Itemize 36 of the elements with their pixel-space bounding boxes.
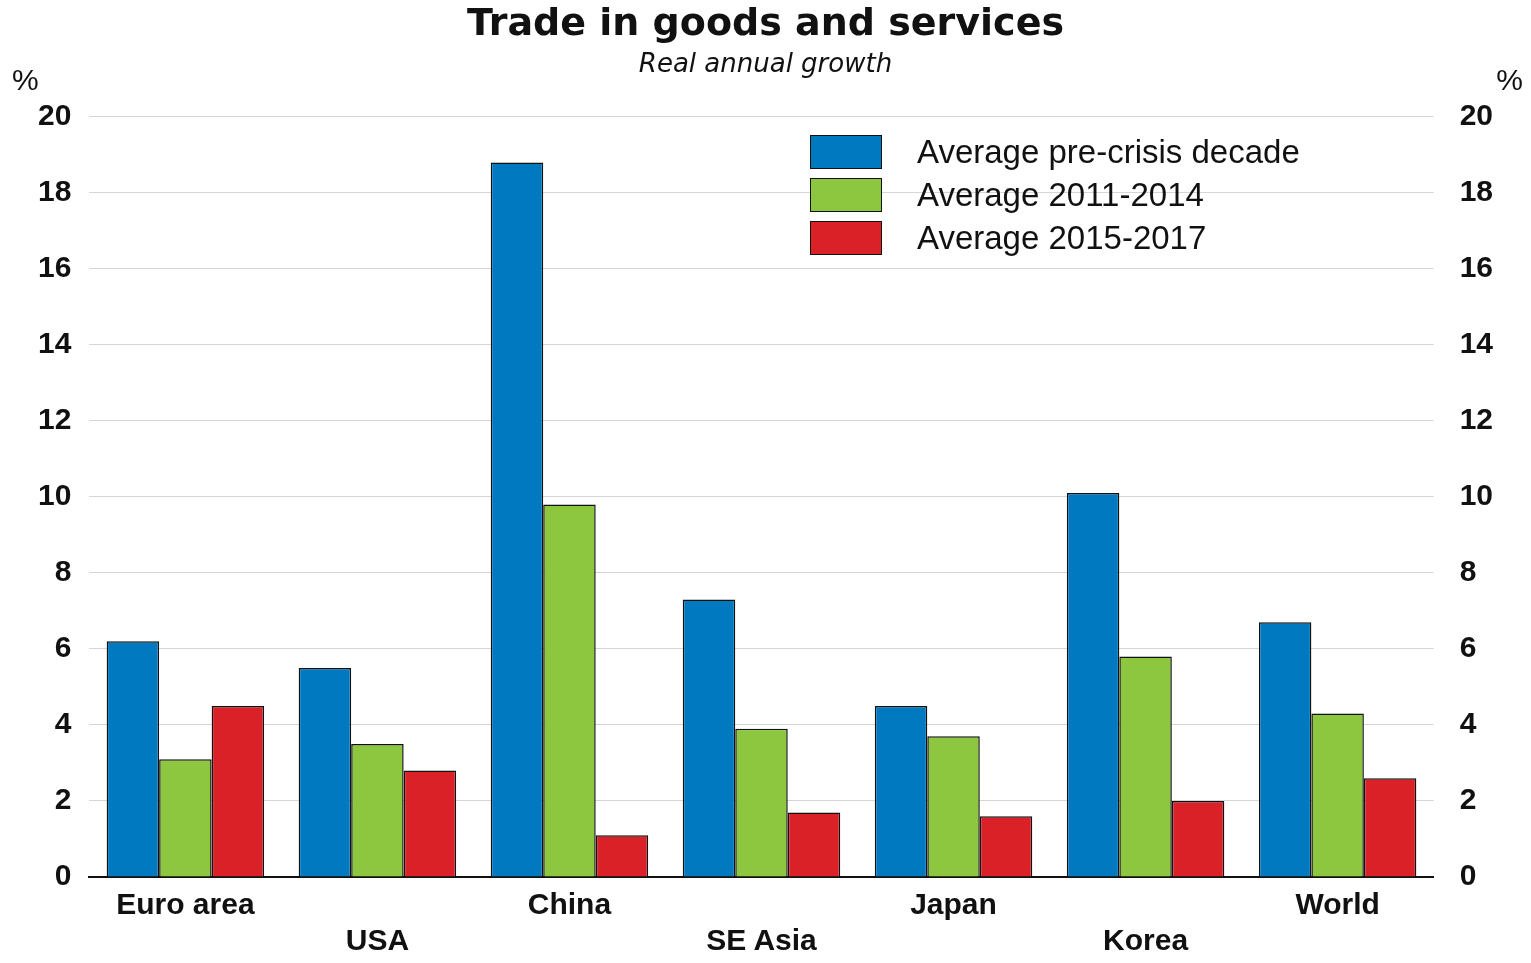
y-tick-label: 12 (37, 402, 72, 436)
y2-tick-label: 20 (1459, 98, 1494, 132)
y-tick-label: 4 (54, 706, 72, 740)
x-tick-label: Japan (910, 887, 997, 921)
y-tick-label: 0 (54, 858, 72, 892)
y2-tick-label: 14 (1459, 326, 1494, 360)
y2-tick-label: 10 (1459, 478, 1494, 512)
y-axis-title: % (12, 63, 39, 97)
y2-tick-label: 16 (1459, 250, 1494, 284)
x-tick-label: World (1295, 887, 1380, 921)
legend-label: Average 2011-2014 (917, 175, 1204, 214)
y2-tick-label: 18 (1459, 174, 1494, 208)
y2-tick-label: 12 (1459, 402, 1494, 436)
y2-tick-label: 8 (1459, 554, 1477, 588)
legend-label: Average 2015-2017 (917, 218, 1207, 257)
y2-axis-title: % (1496, 63, 1523, 97)
y-tick-label: 14 (37, 326, 72, 360)
y-tick-label: 2 (54, 782, 72, 816)
y-tick-label: 8 (54, 554, 72, 588)
y-tick-label: 6 (54, 630, 72, 664)
chart-title: Trade in goods and services (466, 0, 1065, 44)
y2-tick-label: 6 (1459, 630, 1477, 664)
y2-tick-label: 0 (1459, 858, 1477, 892)
y2-tick-label: 4 (1459, 706, 1477, 740)
legend-label: Average pre-crisis decade (917, 132, 1300, 171)
y-tick-label: 18 (37, 174, 72, 208)
y-tick-label: 16 (37, 250, 72, 284)
chart-subtitle: Real annual growth (638, 47, 893, 78)
y2-tick-label: 2 (1459, 782, 1477, 816)
x-tick-label: Korea (1103, 923, 1189, 957)
y-tick-label: 20 (37, 98, 72, 132)
y-tick-label: 10 (37, 478, 72, 512)
x-tick-label: China (527, 887, 612, 921)
x-tick-label: USA (345, 923, 410, 957)
x-tick-label: Euro area (116, 887, 255, 921)
x-tick-label: SE Asia (706, 923, 818, 957)
